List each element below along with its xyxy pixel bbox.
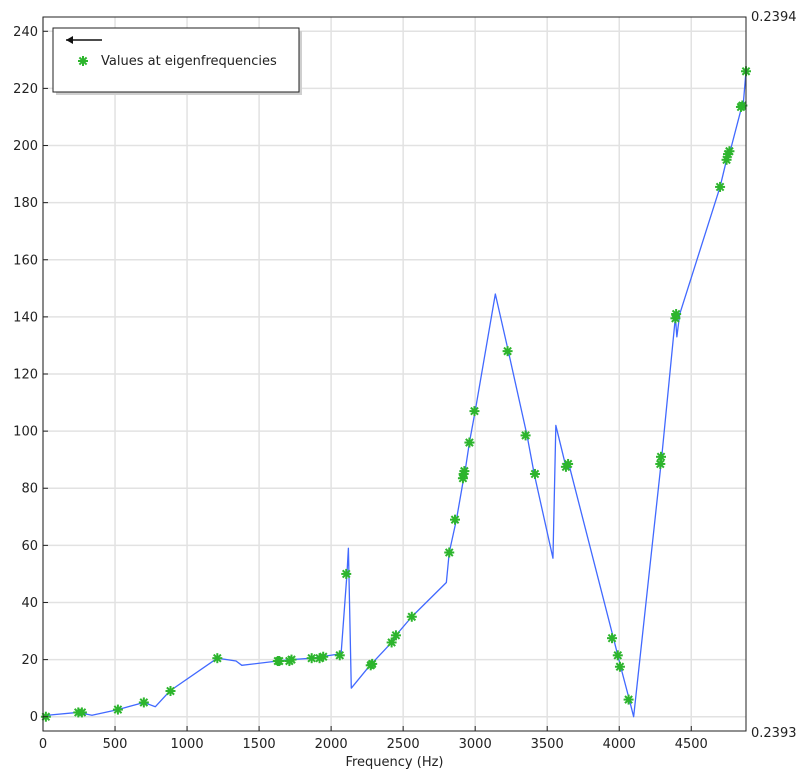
eigenfrequency-marker xyxy=(341,568,352,579)
tick-layer: 0 500 1000 1500 2000 2500 3000 3500 4000 4500 0 20 4… xyxy=(13,25,708,752)
eigenfrequency-marker xyxy=(334,650,345,661)
y-tick-label: 0 xyxy=(30,710,38,725)
x-tick-label: 0 xyxy=(39,737,47,752)
eigenfrequency-marker xyxy=(724,146,735,157)
y-tick-label: 20 xyxy=(21,653,38,668)
eigenfrequency-marker xyxy=(469,406,480,417)
y-tick-label: 160 xyxy=(13,253,38,268)
y-tick-label: 100 xyxy=(13,425,38,440)
eigenfrequency-marker xyxy=(444,547,455,558)
eigenfrequency-marker xyxy=(459,466,470,477)
eigenfrequency-marker xyxy=(390,630,401,641)
eigenfrequency-marker xyxy=(529,468,540,479)
eigenfrequency-marker xyxy=(76,707,87,718)
eigenfrequency-marker xyxy=(386,637,397,648)
y-tick-label: 80 xyxy=(21,482,38,497)
x-tick-label: 3000 xyxy=(459,737,492,752)
y-tick-label: 180 xyxy=(13,196,38,211)
x-tick-label: 2500 xyxy=(387,737,420,752)
right-axis-bottom-label: 0.2393 xyxy=(751,726,797,741)
data-layer xyxy=(40,66,751,722)
eigenfrequency-marker xyxy=(274,656,285,667)
eigenfrequency-marker xyxy=(623,694,634,705)
legend-marker-sample xyxy=(78,56,88,66)
eigenfrequency-marker xyxy=(318,651,329,662)
eigenfrequency-marker xyxy=(138,697,149,708)
eigenfrequency-marker xyxy=(612,650,623,661)
eigenfrequency-marker xyxy=(502,346,513,357)
legend-box xyxy=(52,27,300,93)
eigenfrequency-marker xyxy=(671,309,682,320)
y-tick-label: 220 xyxy=(13,82,38,97)
eigenfrequency-marker xyxy=(563,458,574,469)
x-tick-label: 500 xyxy=(103,737,128,752)
eigenfrequency-marker xyxy=(450,514,461,525)
right-axis-top-label: 0.2394 xyxy=(751,10,797,25)
y-tick-label: 140 xyxy=(13,310,38,325)
x-tick-label: 3500 xyxy=(531,737,564,752)
eigenfrequency-marker xyxy=(165,686,176,697)
x-tick-label: 4000 xyxy=(603,737,636,752)
x-tick-label: 1500 xyxy=(243,737,276,752)
eigenfrequency-marker xyxy=(614,661,625,672)
y-tick-label: 200 xyxy=(13,139,38,154)
legend-line-sample xyxy=(66,36,102,44)
legend-arrow-head xyxy=(66,36,73,44)
y-tick-label: 60 xyxy=(21,539,38,554)
x-axis-label: Frequency (Hz) xyxy=(345,755,443,770)
x-tick-label: 2000 xyxy=(315,737,348,752)
eigenfrequency-marker xyxy=(286,654,297,665)
eigenfrequency-marker xyxy=(367,658,378,669)
eigenfrequency-marker xyxy=(212,653,223,664)
grid-lines xyxy=(42,17,746,731)
legend-label-eigenfrequencies: Values at eigenfrequencies xyxy=(101,54,277,69)
legend: Values at eigenfrequencies xyxy=(52,27,302,95)
x-tick-label: 4500 xyxy=(675,737,708,752)
eigenfrequency-marker xyxy=(406,611,417,622)
eigenfrequency-marker xyxy=(607,633,618,644)
eigenfrequency-marker xyxy=(715,181,726,192)
x-tick-label: 1000 xyxy=(171,737,204,752)
legend-marker-icon xyxy=(78,56,88,66)
eigenfrequency-marker xyxy=(464,437,475,448)
eigenfrequency-marker xyxy=(656,451,667,462)
eigenfrequency-marker xyxy=(112,704,123,715)
y-tick-label: 40 xyxy=(21,596,38,611)
eigenfrequency-marker xyxy=(520,430,531,441)
y-tick-label: 120 xyxy=(13,368,38,383)
y-tick-label: 240 xyxy=(13,25,38,40)
